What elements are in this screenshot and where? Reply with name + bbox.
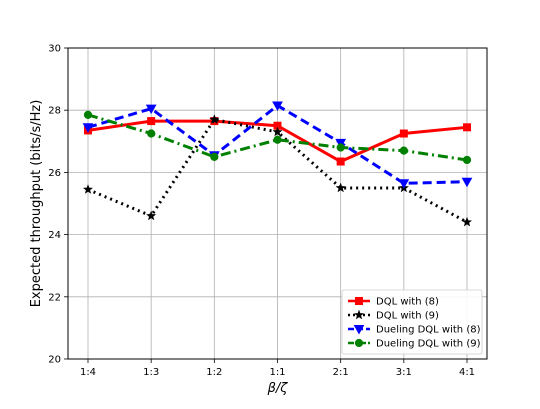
data-point [336, 143, 345, 152]
y-tick-label: 20 [48, 355, 61, 366]
data-point [145, 104, 157, 115]
data-point [461, 177, 473, 188]
data-point [146, 210, 157, 221]
data-point [83, 110, 93, 119]
legend-entry: DQL with (9) [348, 309, 439, 322]
x-axis-label: β/ζ [267, 381, 289, 396]
data-point [147, 117, 156, 126]
legend-marker [353, 325, 365, 335]
legend-box [341, 289, 483, 355]
data-point [461, 216, 473, 227]
y-tick-label: 24 [48, 230, 61, 241]
legend: DQL with (8) DQL with (9) Dueling DQL with… [341, 289, 483, 355]
x-tick-label: 1:4 [80, 367, 96, 378]
data-point [82, 184, 94, 194]
x-tick-label: 1:1 [269, 367, 285, 378]
legend-label: DQL with (9) [376, 311, 439, 322]
legend-entry: Dueling DQL with (8) [348, 325, 481, 336]
y-tick-label: 30 [48, 44, 61, 55]
data-point [335, 138, 347, 149]
legend-marker [354, 338, 364, 348]
legend-marker [355, 297, 363, 305]
x-tick-label: 4:1 [459, 367, 475, 378]
data-point [399, 146, 408, 155]
legend-entry: DQL with (8) [348, 297, 439, 308]
data-point [209, 114, 220, 124]
data-point [336, 157, 345, 166]
x-tick-label: 1:3 [143, 367, 159, 378]
data-point [335, 182, 346, 193]
data-point [272, 101, 283, 112]
data-point [273, 135, 282, 144]
legend-label: Dueling DQL with (9) [376, 339, 481, 350]
x-tick-label: 1:2 [206, 367, 222, 378]
series-3 [83, 110, 472, 165]
legend-marker [353, 309, 365, 320]
x-tick-label: 2:1 [333, 367, 349, 378]
y-axis-label: Expected throughput (bits/s/Hz) [29, 100, 44, 308]
x-tick-label: 3:1 [396, 367, 412, 378]
data-point [398, 179, 410, 189]
data-point [147, 129, 156, 138]
y-tick-label: 22 [48, 292, 61, 303]
legend-label: DQL with (8) [376, 297, 439, 308]
data-point [82, 123, 94, 133]
legend-entry: Dueling DQL with (9) [348, 339, 481, 350]
legend-label: Dueling DQL with (8) [376, 325, 481, 336]
data-point [463, 123, 471, 132]
data-point [462, 155, 472, 165]
y-tick-label: 26 [48, 168, 61, 179]
series-layer [82, 101, 473, 227]
data-point [272, 126, 283, 137]
data-point [399, 129, 408, 138]
ticks: 20 22 24 26 28 30 1:4 1:3 1:2 1:1 2:1 3:1 4:1 [48, 44, 475, 379]
data-point [210, 152, 219, 161]
y-tick-label: 28 [48, 106, 61, 117]
